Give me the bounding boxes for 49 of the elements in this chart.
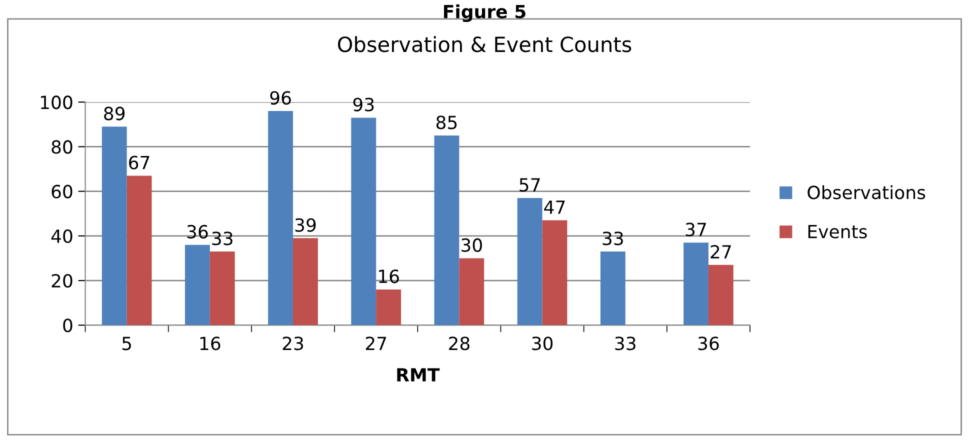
chart-title: Observation & Event Counts: [338, 36, 632, 52]
legend-label: Events: [808, 225, 867, 238]
y-tick-label: 60: [52, 184, 72, 198]
data-label: 89: [104, 106, 125, 120]
bar: [102, 126, 127, 326]
x-tick-label: 27: [366, 336, 386, 350]
bar: [268, 111, 293, 326]
x-tick-label: 33: [615, 336, 636, 350]
bar: [684, 242, 708, 326]
data-label: 16: [379, 270, 399, 284]
x-axis-title: RMT: [397, 368, 440, 382]
x-tick-label: 28: [449, 336, 470, 350]
data-label: 67: [129, 156, 150, 170]
data-label: 39: [295, 218, 316, 232]
x-tick-label: 5: [122, 336, 131, 350]
data-label: 93: [353, 98, 374, 112]
data-label: 96: [270, 91, 291, 105]
data-label: 47: [544, 200, 565, 214]
data-label: 36: [187, 224, 208, 239]
y-tick-label: 0: [63, 318, 72, 332]
data-label: 85: [436, 116, 457, 130]
data-label: 57: [520, 178, 540, 192]
bar: [600, 252, 626, 326]
x-tick-label: 23: [282, 336, 304, 350]
x-tick-label: 36: [698, 336, 719, 350]
y-tick-label: 20: [52, 274, 72, 288]
data-label: 33: [212, 232, 232, 246]
bar: [351, 118, 376, 326]
bar: [708, 264, 734, 326]
data-label: 27: [710, 244, 731, 258]
bar: [517, 198, 542, 326]
bar: [542, 220, 568, 326]
legend-label: Observations: [808, 185, 926, 200]
data-label: 37: [686, 222, 706, 236]
y-tick-label: 40: [51, 229, 72, 244]
bar: [434, 136, 460, 326]
x-tick-label: 16: [200, 336, 220, 350]
y-tick-label: 80: [52, 140, 72, 154]
y-tick-label: 100: [40, 96, 72, 110]
data-label: 33: [602, 232, 623, 246]
data-label: 30: [462, 238, 482, 252]
x-tick-label: 30: [532, 336, 553, 350]
bar: [459, 258, 484, 326]
bar: [126, 176, 152, 326]
bar: [293, 238, 318, 326]
bar: [210, 252, 235, 326]
bar: [376, 289, 402, 326]
bar: [184, 244, 210, 326]
caption: Figure 5: [444, 4, 526, 22]
